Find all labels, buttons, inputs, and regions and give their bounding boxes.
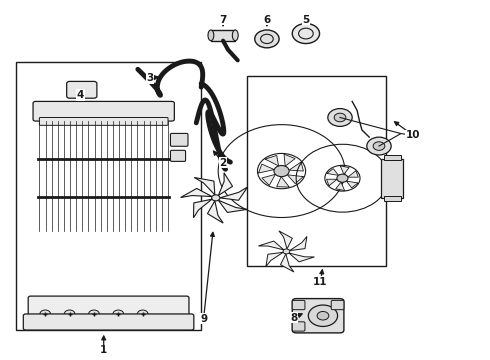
Bar [16, 62, 201, 330]
Circle shape [283, 249, 290, 254]
Polygon shape [336, 182, 344, 190]
Circle shape [274, 166, 289, 177]
Text: 11: 11 [313, 277, 328, 287]
Bar [381, 158, 403, 198]
Polygon shape [346, 181, 358, 188]
Polygon shape [277, 177, 289, 187]
Bar [384, 155, 401, 160]
Text: 8: 8 [290, 312, 297, 323]
Circle shape [373, 142, 385, 150]
Circle shape [367, 137, 391, 155]
Bar [247, 76, 386, 266]
FancyBboxPatch shape [292, 322, 305, 331]
Polygon shape [265, 156, 279, 166]
Circle shape [317, 311, 329, 320]
Polygon shape [290, 237, 307, 251]
Polygon shape [258, 164, 274, 173]
Polygon shape [279, 231, 293, 249]
Polygon shape [289, 253, 315, 262]
FancyBboxPatch shape [171, 150, 186, 161]
FancyBboxPatch shape [39, 117, 168, 125]
Polygon shape [220, 187, 247, 200]
FancyBboxPatch shape [171, 134, 188, 146]
Circle shape [89, 310, 99, 318]
Polygon shape [207, 201, 223, 223]
Circle shape [292, 23, 319, 44]
Text: 7: 7 [220, 15, 227, 25]
FancyBboxPatch shape [67, 81, 97, 98]
Circle shape [337, 174, 348, 182]
Polygon shape [194, 199, 212, 218]
Polygon shape [327, 168, 339, 175]
Circle shape [64, 310, 75, 318]
FancyBboxPatch shape [33, 102, 174, 121]
Circle shape [137, 310, 148, 318]
FancyBboxPatch shape [292, 300, 305, 310]
Text: 2: 2 [220, 158, 227, 168]
Ellipse shape [208, 30, 214, 41]
FancyBboxPatch shape [28, 296, 189, 330]
Bar [384, 196, 401, 202]
Polygon shape [284, 154, 295, 166]
Polygon shape [280, 254, 294, 272]
Circle shape [113, 310, 123, 318]
Circle shape [328, 109, 352, 126]
Polygon shape [340, 166, 349, 174]
Bar [211, 30, 235, 41]
Circle shape [308, 305, 338, 327]
Polygon shape [266, 252, 283, 266]
Polygon shape [326, 179, 337, 186]
Circle shape [255, 30, 279, 48]
Text: 1: 1 [100, 345, 107, 355]
Polygon shape [258, 241, 284, 250]
Polygon shape [181, 188, 212, 198]
Polygon shape [287, 175, 304, 184]
Circle shape [334, 113, 346, 122]
FancyBboxPatch shape [331, 300, 344, 310]
Text: 9: 9 [200, 314, 207, 324]
Ellipse shape [232, 30, 238, 41]
Polygon shape [194, 177, 215, 195]
Polygon shape [219, 200, 247, 212]
Text: 4: 4 [76, 90, 84, 100]
Circle shape [212, 195, 220, 201]
Text: 6: 6 [263, 15, 270, 25]
Text: 5: 5 [302, 15, 310, 25]
Text: 10: 10 [406, 130, 420, 140]
FancyBboxPatch shape [24, 314, 194, 330]
Text: 3: 3 [147, 73, 154, 83]
Polygon shape [219, 173, 233, 195]
Polygon shape [289, 162, 303, 171]
FancyBboxPatch shape [292, 298, 344, 333]
Polygon shape [262, 174, 275, 185]
Circle shape [40, 310, 50, 318]
Polygon shape [348, 171, 358, 177]
